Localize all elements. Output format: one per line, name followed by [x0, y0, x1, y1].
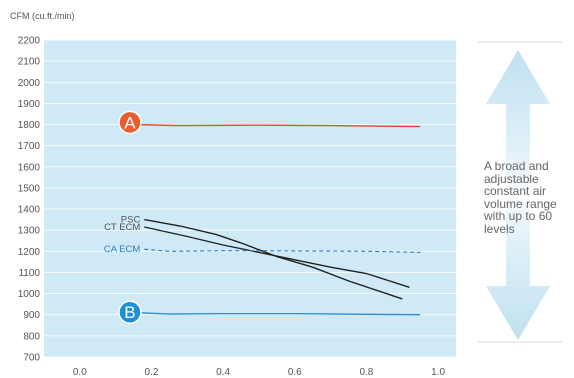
y-tick-label: 1100	[18, 268, 40, 279]
x-tick-label: 0.6	[288, 367, 302, 378]
y-tick-label: 1500	[18, 183, 41, 194]
range-annotation: A broad and adjustable constant air volu…	[484, 159, 557, 236]
x-tick-label: 0.0	[73, 367, 87, 378]
y-tick-label: 1000	[18, 289, 41, 300]
marker-label: B	[124, 303, 135, 322]
marker-circle	[118, 110, 142, 135]
series-label: PSC	[121, 215, 141, 226]
x-tick-label: 1.0	[431, 367, 445, 378]
series-line	[133, 311, 421, 316]
y-tick-label: 2200	[18, 36, 41, 47]
y-tick-label: 800	[23, 331, 40, 342]
arrow-shape	[486, 50, 550, 340]
y-tick-label: 1300	[18, 226, 41, 237]
series-line	[133, 123, 421, 128]
marker-label: A	[124, 113, 136, 132]
y-tick-label: 1600	[18, 162, 41, 173]
series-label: CA ECM	[104, 244, 141, 255]
marker-b: B	[118, 300, 142, 324]
x-ticks: 0.0 0.2 0.4 0.6 0.8 1.0	[73, 367, 446, 378]
marker-circle	[118, 300, 142, 324]
x-tick-label: 0.8	[359, 367, 373, 378]
y-tick-label: 1200	[18, 247, 41, 258]
plot-area	[44, 40, 456, 357]
y-tick-label: 900	[23, 310, 40, 321]
y-tick-label: 1700	[18, 141, 41, 152]
y-tick-label: 700	[23, 353, 40, 364]
y-tick-label: 2000	[18, 78, 41, 89]
y-axis-label: CFM (cu.ft./min)	[10, 11, 75, 21]
series-line	[144, 248, 421, 253]
y-tick-label: 1400	[18, 205, 41, 216]
double-arrow-icon	[478, 41, 562, 343]
y-tick-label: 1800	[18, 120, 41, 131]
markers: AB	[118, 110, 142, 324]
series-line	[144, 226, 410, 288]
series-line	[144, 218, 403, 300]
marker-a: A	[118, 110, 142, 135]
series-label: CT ECM	[104, 222, 140, 233]
series-lines	[133, 123, 421, 316]
y-ticks: 2200 2100 2000 1900 1800 1700 1600 1500 1400 1300…	[18, 36, 41, 364]
y-tick-label: 1900	[18, 99, 41, 110]
x-tick-label: 0.2	[145, 367, 159, 378]
x-tick-label: 0.4	[216, 367, 230, 378]
grid-lines	[44, 39, 456, 358]
y-tick-label: 2100	[18, 57, 41, 68]
